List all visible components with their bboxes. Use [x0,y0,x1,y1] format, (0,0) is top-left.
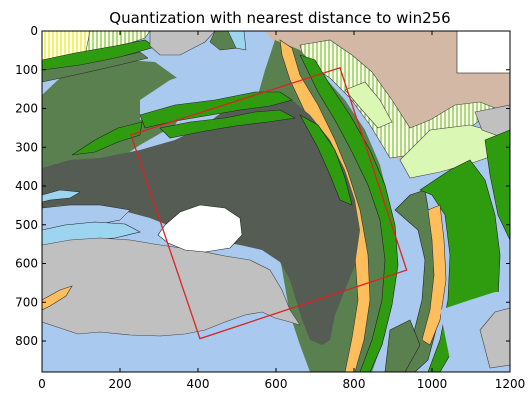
x-tick-label: 600 [265,377,288,391]
map-region-pale-lime-2 [399,124,510,179]
y-tick-label: 0 [30,24,38,38]
x-tick-label: 0 [38,377,46,391]
y-tick-label: 400 [15,179,38,193]
map-region-blue-channel [140,52,300,120]
x-axis: 0 200 400 600 800 1000 1200 [38,31,525,391]
quantized-map-image [42,31,510,372]
x-tick-label: 400 [187,377,210,391]
y-tick-label: 100 [15,63,38,77]
x-tick-label: 800 [343,377,366,391]
map-region-pale-lime-1 [344,81,393,129]
x-tick-label: 200 [109,377,132,391]
map-region-green-lower-1 [384,319,421,372]
map-region-white-block [456,31,510,74]
y-tick-label: 700 [15,295,38,309]
y-tick-label: 300 [15,140,38,154]
map-region-cyan-sliver [42,189,81,203]
map-region-silver-top [149,31,216,56]
map-region-silver-upper-right [474,104,510,141]
y-tick-label: 800 [15,334,38,348]
y-tick-label: 500 [15,218,38,232]
map-region-cyan-top [227,31,247,51]
map-region-white-patch [157,204,243,253]
chart-title: Quantization with nearest distance to wi… [109,9,450,27]
map-region-green-strip-left [71,121,143,156]
map-region-green-strip-mid [299,54,399,372]
overlay-quadrilateral [130,66,408,340]
map-region-green-strip-top-2 [42,51,149,83]
map-region-green-strip-inner-2 [159,109,296,139]
map-region-silver-lower-right [479,307,510,369]
x-tick-label: 1000 [417,377,448,391]
y-tick-label: 600 [15,257,38,271]
x-tick-label: 1200 [495,377,526,391]
map-region-silver-lowland [42,237,301,337]
map-region-green-strip-inner-3 [299,114,353,206]
map-region-orange-left [42,285,73,311]
y-tick-label: 200 [15,102,38,116]
y-axis: 0 100 200 300 400 500 600 700 800 [15,24,510,348]
map-region-green-far-right [484,129,510,241]
